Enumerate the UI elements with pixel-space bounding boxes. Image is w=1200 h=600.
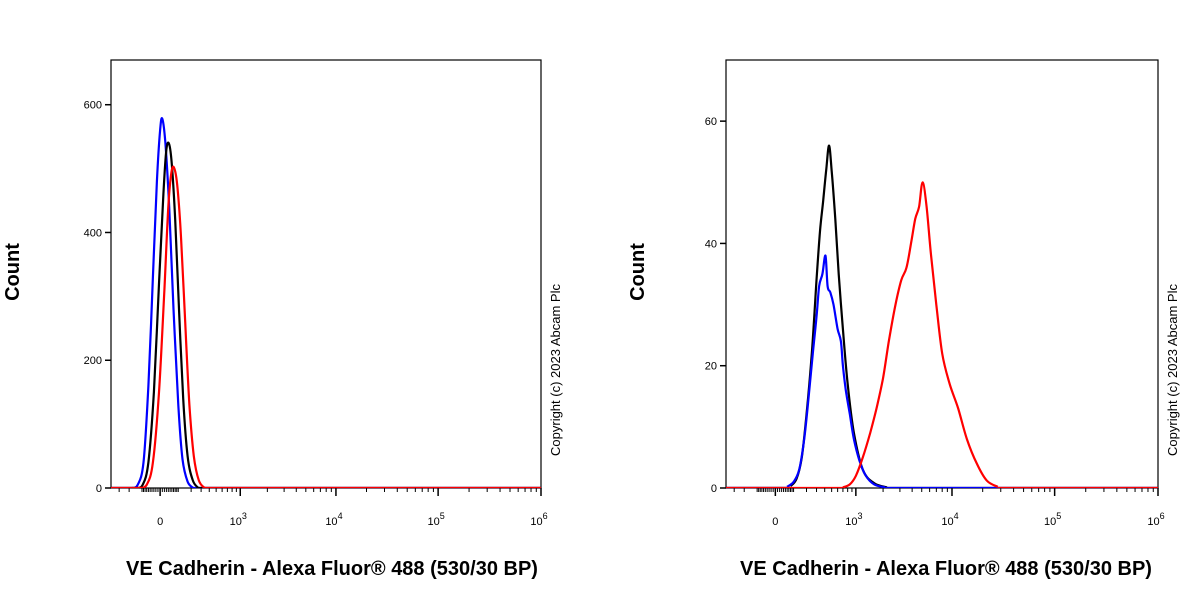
y-tick-label: 400 — [84, 227, 102, 239]
x-tick-exponent: 6 — [1160, 511, 1165, 521]
x-tick-exponent: 6 — [543, 511, 548, 521]
histogram-series-line — [130, 117, 195, 488]
x-tick-label: 106 — [1147, 511, 1164, 528]
y-tick-label: 0 — [711, 483, 717, 495]
y-axis-label: Count — [627, 243, 649, 301]
x-tick-base: 10 — [230, 516, 242, 528]
histogram-series-line — [138, 165, 206, 488]
x-tick-base: 10 — [845, 516, 857, 528]
histogram-series-line — [786, 254, 886, 488]
x-tick-base: 10 — [1044, 516, 1056, 528]
x-tick-base: 10 — [530, 516, 542, 528]
x-tick-label: 103 — [845, 511, 862, 528]
x-tick-base: 10 — [427, 516, 439, 528]
x-tick-base: 10 — [941, 516, 953, 528]
y-tick-label: 200 — [84, 355, 102, 367]
y-tick-label: 20 — [705, 361, 717, 373]
histogram-series-line — [842, 181, 999, 488]
x-tick-base: 10 — [325, 516, 337, 528]
y-axis-label: Count — [2, 243, 24, 301]
plot-frame — [110, 59, 542, 489]
x-tick-label: 105 — [1044, 511, 1061, 528]
x-tick-label: 0 — [157, 516, 163, 528]
x-tick-exponent: 4 — [954, 511, 959, 521]
copyright-notice: Copyright (c) 2023 Abcam Plc — [1165, 284, 1180, 456]
x-tick-label: 103 — [230, 511, 247, 528]
x-tick-base: 10 — [1147, 516, 1159, 528]
x-tick-label: 104 — [325, 511, 342, 528]
x-tick-exponent: 3 — [242, 511, 247, 521]
x-tick-exponent: 4 — [338, 511, 343, 521]
y-tick-label: 600 — [84, 100, 102, 112]
y-tick-label: 60 — [705, 116, 717, 128]
y-tick-label: 0 — [96, 483, 102, 495]
x-tick-exponent: 5 — [440, 511, 445, 521]
y-tick-label: 40 — [705, 238, 717, 250]
copyright-notice: Copyright (c) 2023 Abcam Plc — [548, 284, 563, 456]
x-tick-label: 105 — [427, 511, 444, 528]
x-tick-label: 106 — [530, 511, 547, 528]
x-tick-exponent: 5 — [1056, 511, 1061, 521]
plot-frame — [725, 59, 1159, 489]
x-tick-label: 104 — [941, 511, 958, 528]
x-axis-label: VE Cadherin - Alexa Fluor® 488 (530/30 B… — [126, 558, 538, 580]
x-tick-label: 0 — [772, 516, 778, 528]
x-axis-label: VE Cadherin - Alexa Fluor® 488 (530/30 B… — [740, 558, 1152, 580]
x-tick-exponent: 3 — [857, 511, 862, 521]
histogram-series-line — [135, 141, 200, 488]
